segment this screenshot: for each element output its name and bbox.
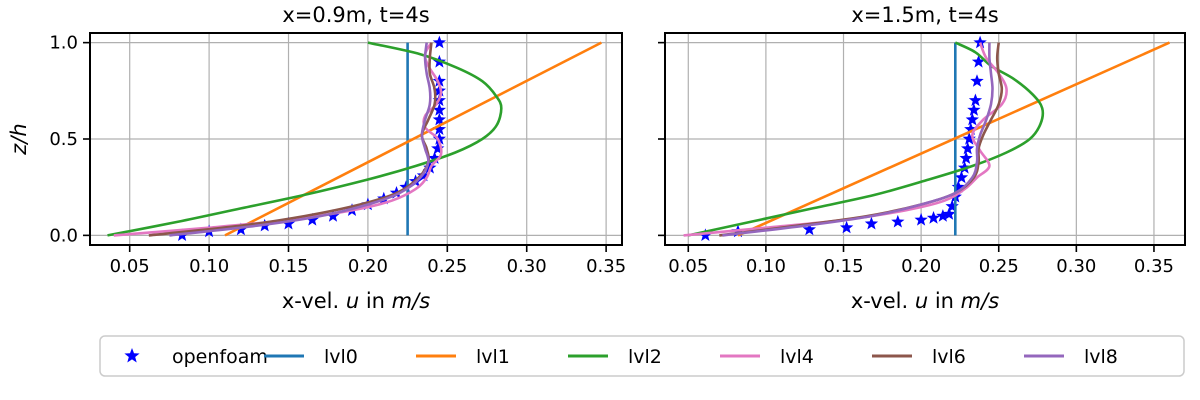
legend-label: openfoam — [172, 346, 268, 368]
grid — [83, 33, 622, 252]
data-point — [281, 216, 296, 230]
legend: openfoam lvl0 lvl1 lvl2 lvl4 lvl6 lvl8 — [99, 335, 1185, 377]
plot-2: 0.05 0.10 0.15 0.20 0.25 0.30 0.35 x=1.5m, t=4s… — [658, 3, 1186, 313]
data-point — [431, 141, 445, 155]
data-point — [432, 74, 446, 87]
series-line-lvl1 — [224, 41, 602, 237]
data-point — [942, 207, 956, 220]
legend-label: lvl2 — [628, 346, 662, 368]
x-tick-label: 0.30 — [1056, 256, 1096, 277]
series-openfoam — [175, 35, 446, 241]
series-group — [683, 35, 1171, 241]
data-point — [891, 214, 905, 228]
x-tick-label: 0.05 — [110, 256, 150, 277]
axes-frame — [89, 32, 623, 246]
legend-item-lvl2: lvl2 — [568, 346, 662, 368]
legend-frame — [99, 335, 1185, 377]
data-point — [698, 228, 712, 241]
data-point — [971, 54, 986, 68]
data-point — [432, 35, 446, 49]
data-point — [954, 170, 969, 184]
x-tick-label: 0.10 — [189, 256, 229, 277]
y-axis-label: z/h — [7, 123, 31, 155]
x-tick-label: 0.20 — [348, 256, 388, 277]
data-point — [305, 212, 319, 226]
series-group — [107, 35, 602, 241]
x-tick-label: 0.05 — [668, 256, 708, 277]
series-line-lvl2 — [107, 41, 503, 237]
y-tick-label: 0.5 — [49, 129, 78, 150]
x-tick-label: 0.10 — [746, 256, 786, 277]
series-line-lvl8 — [169, 42, 432, 237]
x-tick-label: 0.35 — [586, 256, 626, 277]
data-point — [964, 122, 978, 135]
x-tick-label: 0.25 — [979, 256, 1019, 277]
series-line-lvl6 — [148, 42, 437, 237]
plot-title: x=0.9m, t=4s — [282, 3, 429, 27]
data-point — [432, 132, 446, 145]
data-point — [432, 112, 446, 126]
data-point — [965, 112, 979, 126]
x-tick-label: 0.30 — [507, 256, 547, 277]
data-point — [973, 35, 987, 49]
axes-frame — [664, 32, 1186, 246]
legend-item-lvl1: lvl1 — [416, 346, 510, 368]
plot-title: x=1.5m, t=4s — [851, 3, 998, 27]
data-point — [936, 209, 950, 222]
data-point — [968, 93, 983, 107]
legend-label: lvl6 — [932, 346, 966, 368]
x-axis-label: x-vel. u in m/s — [282, 289, 430, 313]
data-point — [951, 180, 965, 193]
legend-item-lvl6: lvl6 — [872, 346, 966, 368]
x-tick-label: 0.25 — [427, 256, 467, 277]
x-tick-label: 0.15 — [268, 256, 308, 277]
series-line-lvl1 — [737, 41, 1171, 237]
legend-item-lvl4: lvl4 — [720, 346, 814, 368]
x-tick-label: 0.35 — [1134, 256, 1174, 277]
data-point — [962, 132, 976, 145]
legend-label: lvl1 — [476, 346, 510, 368]
data-point — [432, 122, 446, 135]
legend-marker — [124, 348, 140, 363]
data-point — [326, 209, 340, 222]
series-line-lvl8 — [722, 42, 994, 237]
legend-item-lvl0: lvl0 — [264, 346, 358, 368]
data-point — [945, 199, 959, 213]
y-tick-label: 0.0 — [49, 225, 78, 246]
x-tick-label: 0.15 — [823, 256, 863, 277]
plots: 0.05 0.10 0.15 0.20 0.25 0.30 0.35 0.0 0.5 1.0 x=0… — [7, 3, 1186, 313]
data-point — [428, 151, 442, 164]
data-point — [840, 220, 854, 234]
data-point — [967, 103, 981, 116]
x-axis-label: x-vel. u in m/s — [851, 289, 999, 313]
x-tick-label: 0.20 — [901, 256, 941, 277]
data-point — [959, 151, 973, 164]
data-point — [926, 211, 941, 224]
data-point — [432, 83, 446, 97]
legend-label: lvl8 — [1084, 346, 1118, 368]
legend-label: lvl4 — [780, 346, 814, 368]
data-point — [970, 74, 984, 87]
legend-label: lvl0 — [324, 346, 358, 368]
series-openfoam — [698, 35, 987, 241]
y-tick-label: 1.0 — [49, 33, 78, 54]
data-point — [802, 222, 816, 236]
legend-item-lvl8: lvl8 — [1024, 346, 1118, 368]
data-point — [432, 103, 446, 116]
data-point — [864, 216, 879, 230]
data-point — [914, 212, 928, 226]
legend-item-openfoam: openfoam — [124, 346, 268, 368]
grid — [658, 33, 1185, 252]
plot-1: 0.05 0.10 0.15 0.20 0.25 0.30 0.35 0.0 0.5 1.0 x=0… — [7, 3, 626, 313]
data-point — [961, 141, 975, 155]
